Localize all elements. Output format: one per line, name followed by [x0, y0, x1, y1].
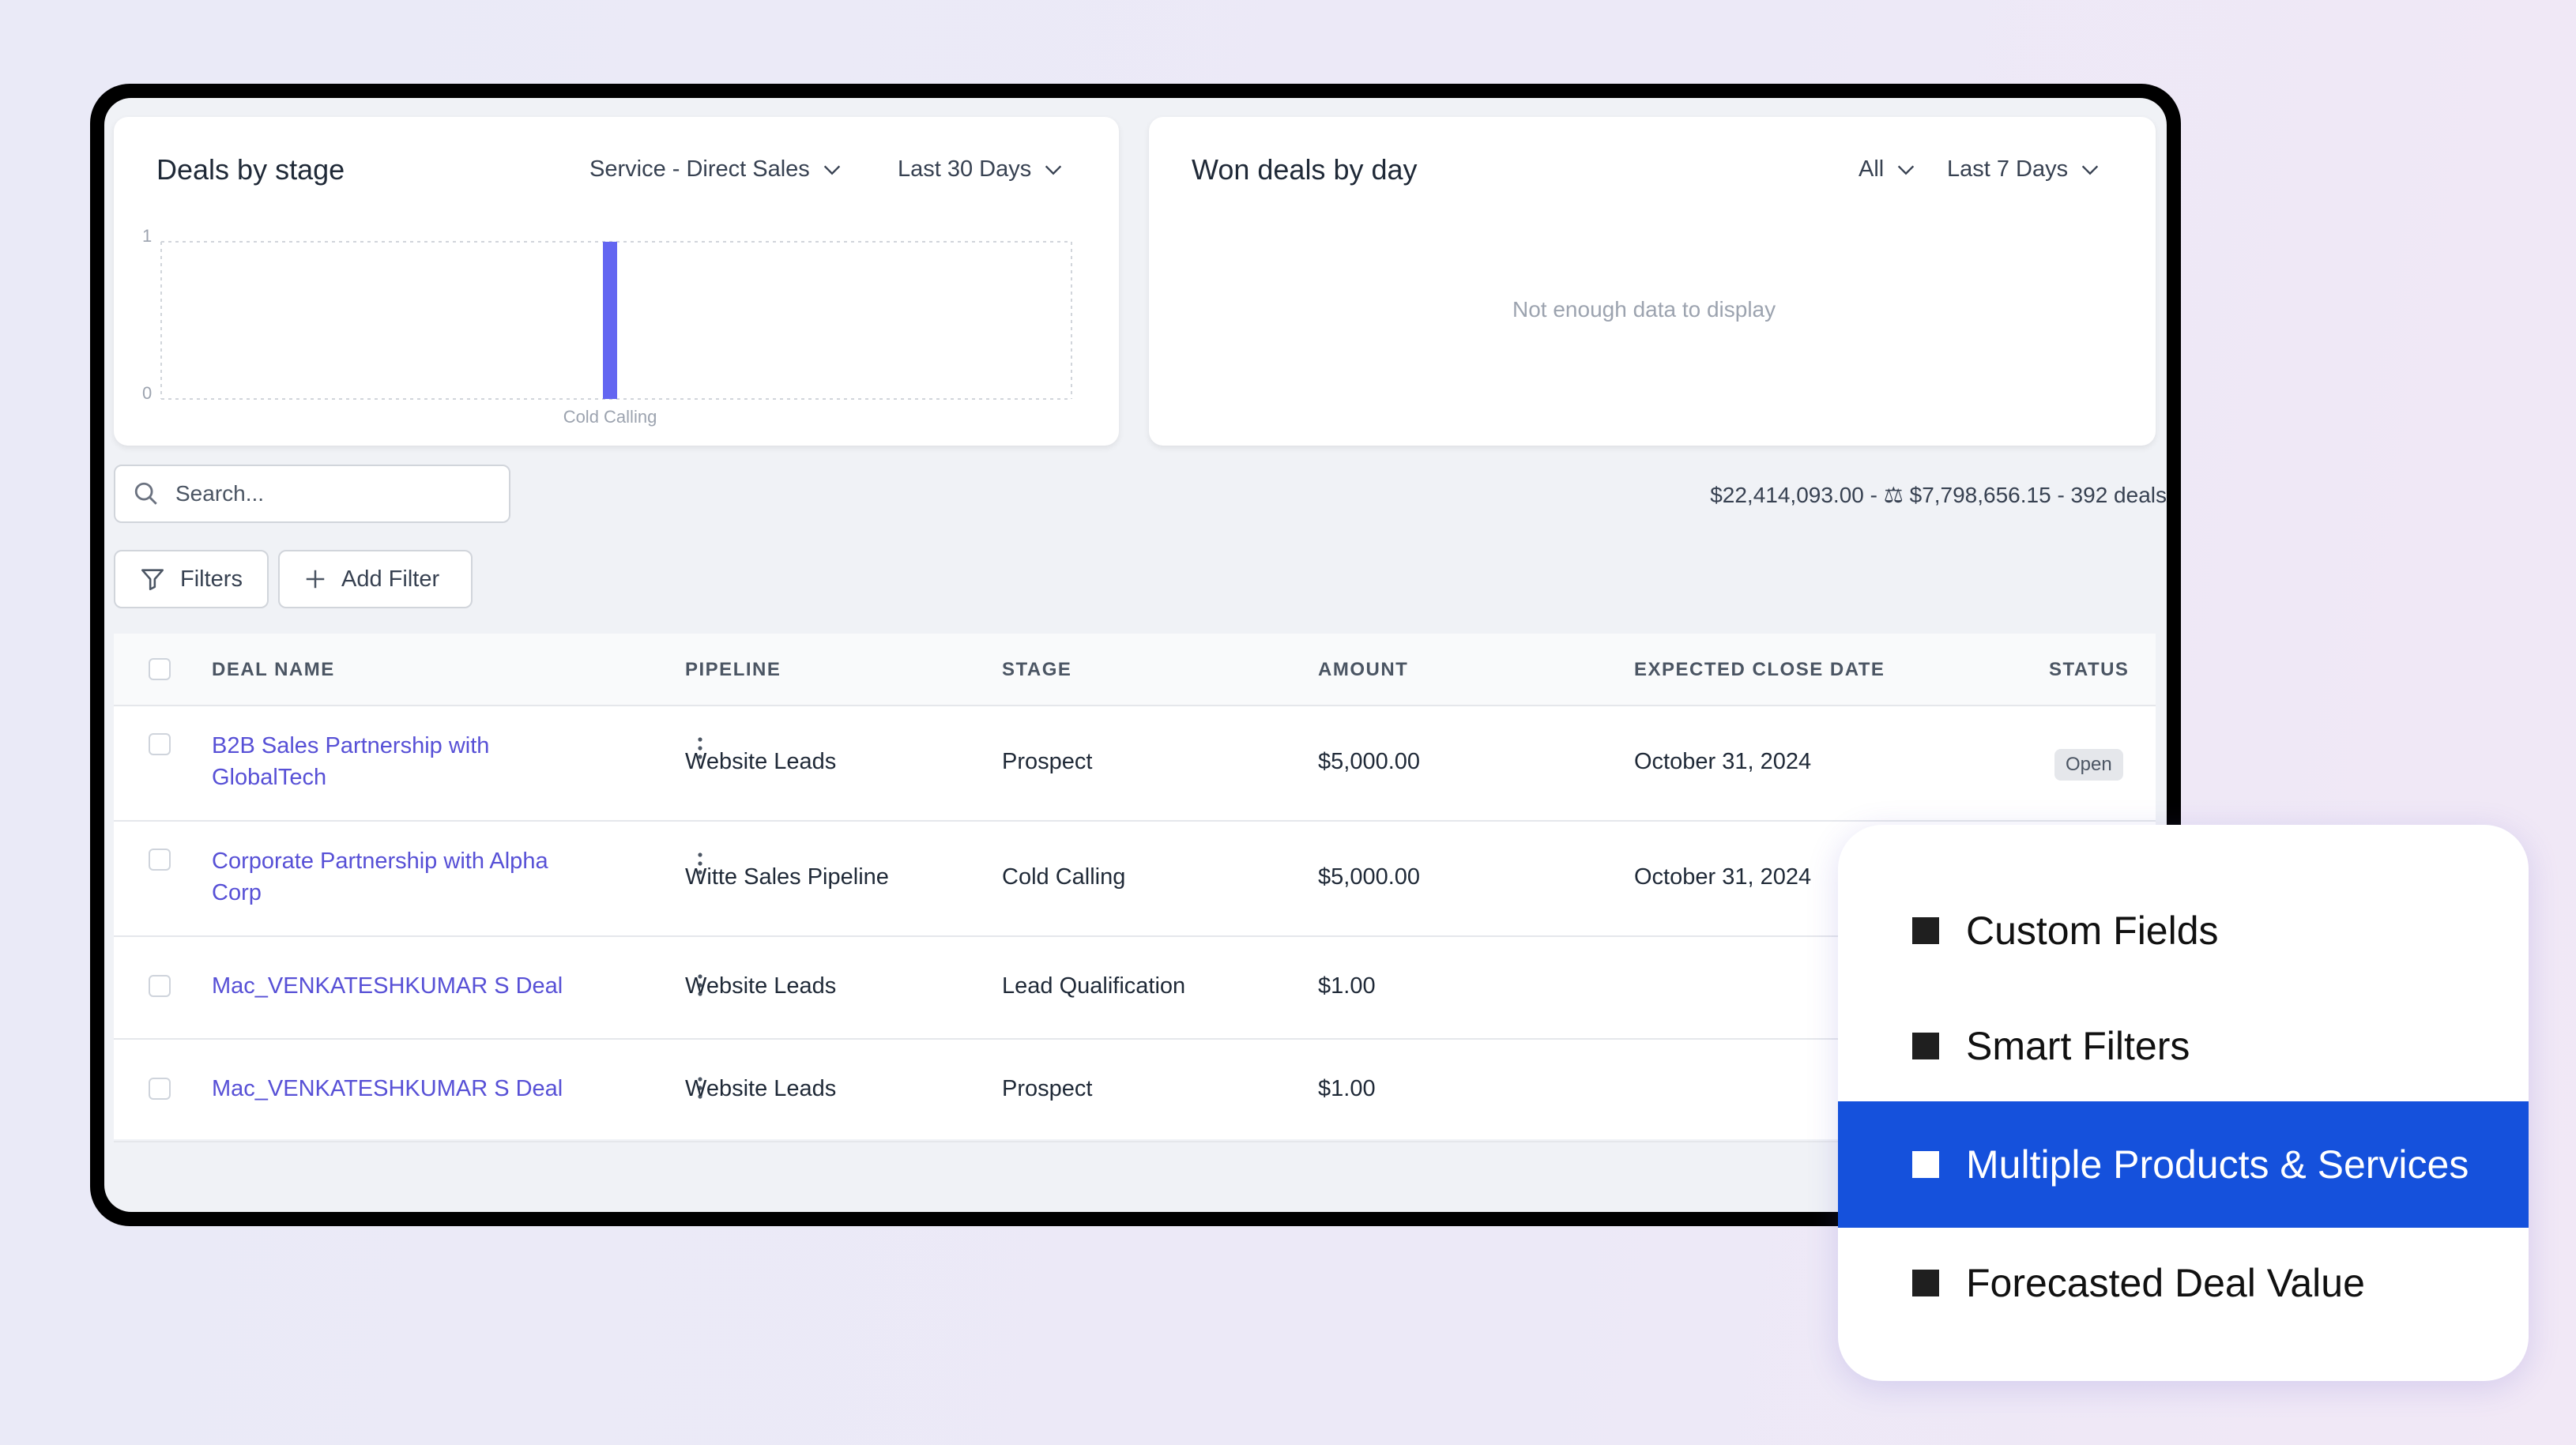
- more-options-icon[interactable]: [698, 736, 702, 760]
- status-dropdown-label: All: [1859, 156, 1885, 182]
- stage-cell: Cold Calling: [1002, 864, 1126, 890]
- amount-cell: $5,000.00: [1318, 749, 1421, 774]
- feature-label: Multiple Products & Services: [1966, 1142, 2469, 1187]
- chevron-down-icon: [1045, 165, 1062, 175]
- bar-group: Cold Calling: [563, 242, 657, 427]
- chevron-down-icon: [1898, 165, 1915, 175]
- deal-name-link[interactable]: Mac_VENKATESHKUMAR S Deal: [212, 1076, 563, 1101]
- y-tick-label: 1: [142, 226, 152, 246]
- chevron-down-icon: [2081, 165, 2099, 175]
- bullet-square-icon: [1912, 1270, 1939, 1296]
- range-dropdown[interactable]: Last 30 Days: [898, 156, 1064, 183]
- select-all-checkbox[interactable]: [149, 658, 171, 680]
- empty-state-message: Not enough data to display: [1512, 297, 1776, 322]
- feature-label: Custom Fields: [1966, 909, 2219, 953]
- x-tick-label: Cold Calling: [563, 407, 657, 427]
- deals-by-stage-card: Deals by stage Service - Direct Sales La…: [114, 117, 1119, 446]
- deals-summary: $22,414,093.00 - ⚖ $7,798,656.15 - 392 d…: [1710, 483, 2167, 507]
- range-dropdown-label: Last 7 Days: [1947, 156, 2069, 182]
- bullet-square-icon: [1912, 917, 1939, 944]
- bullet-square-icon: [1912, 1033, 1939, 1059]
- card-title: Deals by stage: [156, 153, 345, 186]
- chevron-down-icon: [823, 165, 840, 175]
- table-row[interactable]: Mac_VENKATESHKUMAR S Deal Website Leads …: [114, 935, 2156, 1040]
- add-filter-button-label: Add Filter: [341, 566, 440, 592]
- range-dropdown[interactable]: Last 7 Days: [1947, 156, 2101, 183]
- feature-item-forecasted-deal-value[interactable]: Forecasted Deal Value: [1838, 1220, 2529, 1346]
- more-options-icon[interactable]: [698, 1076, 702, 1100]
- device-frame: Deals by stage Service - Direct Sales La…: [90, 84, 2181, 1226]
- deals-bar-chart: 1 0 Cold Calling: [142, 226, 1072, 427]
- deal-name-link[interactable]: B2B Sales Partnership with GlobalTech: [212, 733, 490, 790]
- app-screen: Deals by stage Service - Direct Sales La…: [104, 98, 2167, 1212]
- table-header: DEAL NAME PIPELINE STAGE AMOUNT EXPECTED…: [114, 634, 2156, 706]
- card-title: Won deals by day: [1192, 153, 1418, 186]
- pipeline-cell: Website Leads: [685, 1076, 837, 1101]
- won-deals-by-day-card: Won deals by day All Last 7 Days Not eno…: [1149, 117, 2156, 446]
- amount-cell: $1.00: [1318, 973, 1376, 999]
- feature-item-multiple-products[interactable]: Multiple Products & Services: [1838, 1101, 2529, 1228]
- range-dropdown-label: Last 30 Days: [898, 156, 1032, 182]
- close-date-cell: October 31, 2024: [1634, 749, 1812, 774]
- bar-cold-calling[interactable]: [603, 242, 617, 399]
- more-options-icon[interactable]: [698, 852, 702, 875]
- table-row[interactable]: Corporate Partnership with Alpha Corp Wi…: [114, 820, 2156, 937]
- filters-button-label: Filters: [180, 566, 243, 592]
- filter-icon: [141, 569, 164, 591]
- search-icon: [134, 482, 157, 505]
- header-close-date[interactable]: EXPECTED CLOSE DATE: [1634, 659, 1885, 680]
- feature-item-smart-filters[interactable]: Smart Filters: [1838, 983, 2529, 1109]
- stage-cell: Prospect: [1002, 749, 1093, 774]
- header-pipeline[interactable]: PIPELINE: [685, 659, 781, 680]
- feature-item-custom-fields[interactable]: Custom Fields: [1838, 867, 2529, 994]
- status-dropdown[interactable]: All: [1859, 156, 1917, 183]
- filters-button[interactable]: Filters: [114, 550, 269, 608]
- bullet-square-icon: [1912, 1151, 1939, 1178]
- pipeline-dropdown-label: Service - Direct Sales: [589, 156, 810, 182]
- row-checkbox[interactable]: [149, 1078, 171, 1100]
- deal-name-link[interactable]: Mac_VENKATESHKUMAR S Deal: [212, 973, 563, 999]
- pipeline-cell: Website Leads: [685, 973, 837, 999]
- row-checkbox[interactable]: [149, 733, 171, 755]
- features-card: Custom Fields Smart Filters Multiple Pro…: [1838, 825, 2529, 1381]
- plus-icon: [306, 570, 325, 589]
- feature-label: Smart Filters: [1966, 1024, 2190, 1068]
- amount-cell: $1.00: [1318, 1076, 1376, 1101]
- header-deal-name[interactable]: DEAL NAME: [212, 659, 335, 680]
- table-row[interactable]: B2B Sales Partnership with GlobalTech We…: [114, 705, 2156, 822]
- row-checkbox[interactable]: [149, 849, 171, 871]
- y-tick-label: 0: [142, 383, 152, 403]
- row-checkbox[interactable]: [149, 975, 171, 997]
- search-box[interactable]: [114, 465, 510, 523]
- deal-name-link[interactable]: Corporate Partnership with Alpha Corp: [212, 849, 548, 905]
- header-status[interactable]: STATUS: [2049, 659, 2130, 680]
- table-row[interactable]: Mac_VENKATESHKUMAR S Deal Website Leads …: [114, 1038, 2156, 1142]
- deals-table: DEAL NAME PIPELINE STAGE AMOUNT EXPECTED…: [114, 634, 2156, 1142]
- pipeline-cell: Witte Sales Pipeline: [685, 864, 889, 890]
- search-input[interactable]: [174, 480, 477, 507]
- amount-cell: $5,000.00: [1318, 864, 1421, 890]
- add-filter-button[interactable]: Add Filter: [278, 550, 473, 608]
- pipeline-cell: Website Leads: [685, 749, 837, 774]
- more-options-icon[interactable]: [698, 973, 702, 997]
- stage-cell: Prospect: [1002, 1076, 1093, 1101]
- stage-cell: Lead Qualification: [1002, 973, 1186, 999]
- header-stage[interactable]: STAGE: [1002, 659, 1072, 680]
- feature-label: Forecasted Deal Value: [1966, 1261, 2365, 1305]
- pipeline-dropdown[interactable]: Service - Direct Sales: [589, 156, 843, 183]
- header-amount[interactable]: AMOUNT: [1318, 659, 1409, 680]
- close-date-cell: October 31, 2024: [1634, 864, 1812, 890]
- status-badge: Open: [2054, 749, 2123, 781]
